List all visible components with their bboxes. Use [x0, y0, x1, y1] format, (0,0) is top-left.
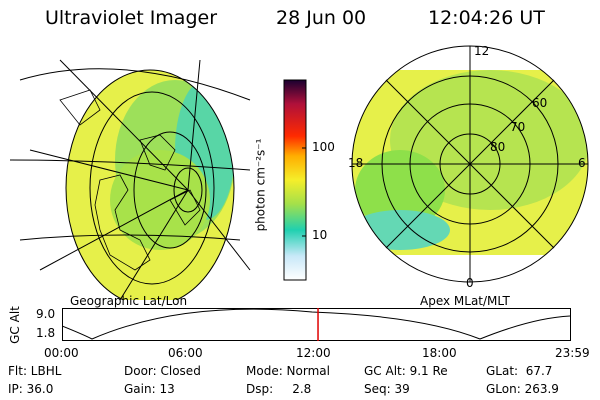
- mlt-label-0: 0: [466, 276, 474, 290]
- info-gain: Gain: 13: [124, 382, 175, 396]
- colorbar-tick-label-100: 100: [312, 140, 335, 154]
- mlt-label-18: 18: [348, 156, 364, 170]
- geographic-caption: Geographic Lat/Lon: [70, 294, 188, 308]
- mlat-label-70: 70: [510, 120, 526, 134]
- time-tick-1200: 12:00: [296, 346, 331, 360]
- info-glon: GLon: 263.9: [486, 382, 559, 396]
- colorbar-gradient: [283, 79, 307, 281]
- mlt-label-12: 12: [474, 44, 490, 58]
- mlat-label-60: 60: [532, 96, 548, 110]
- geographic-aurora: [66, 70, 234, 300]
- polar-caption: Apex MLat/MLT: [420, 294, 510, 308]
- time-ut: 12:04:26 UT: [428, 7, 545, 29]
- altitude-track-plot: [62, 308, 571, 341]
- date: 28 Jun 00: [276, 7, 367, 29]
- mlat-label-80: 80: [490, 140, 506, 154]
- info-ip: IP: 36.0: [8, 382, 54, 396]
- mlt-label-6: 6: [578, 156, 586, 170]
- info-door: Door: Closed: [124, 364, 201, 378]
- time-tick-0600: 06:00: [168, 346, 203, 360]
- polar-grid: [351, 45, 589, 283]
- altitude-frame: [62, 308, 571, 341]
- colorbar: [283, 79, 307, 281]
- colorbar-tick-label-10: 10: [312, 228, 328, 242]
- geographic-grid: [9, 59, 251, 300]
- info-seq: Seq: 39: [364, 382, 410, 396]
- info-mode: Mode: Normal: [246, 364, 330, 378]
- info-gc-alt: GC Alt: 9.1 Re: [364, 364, 448, 378]
- coastlines: [59, 89, 201, 271]
- time-tick-0000: 00:00: [44, 346, 79, 360]
- time-tick-1800: 18:00: [422, 346, 457, 360]
- info-filter: Flt: LBHL: [8, 364, 62, 378]
- polar-plot: [351, 45, 589, 283]
- info-glat: GLat: 67.7: [486, 364, 553, 378]
- title: Ultraviolet Imager: [45, 7, 218, 29]
- info-dsp: Dsp: 2.8: [246, 382, 312, 396]
- altitude-ytick-high: 9.0: [36, 307, 56, 321]
- altitude-ytick-low: 1.8: [36, 326, 56, 340]
- colorbar-unit-label: photon cm⁻²s⁻¹: [253, 138, 268, 232]
- geographic-image: [9, 59, 251, 300]
- altitude-ylabel: GC Alt: [7, 306, 22, 344]
- time-tick-2359: 23:59: [555, 346, 590, 360]
- altitude-curve: [62, 308, 571, 340]
